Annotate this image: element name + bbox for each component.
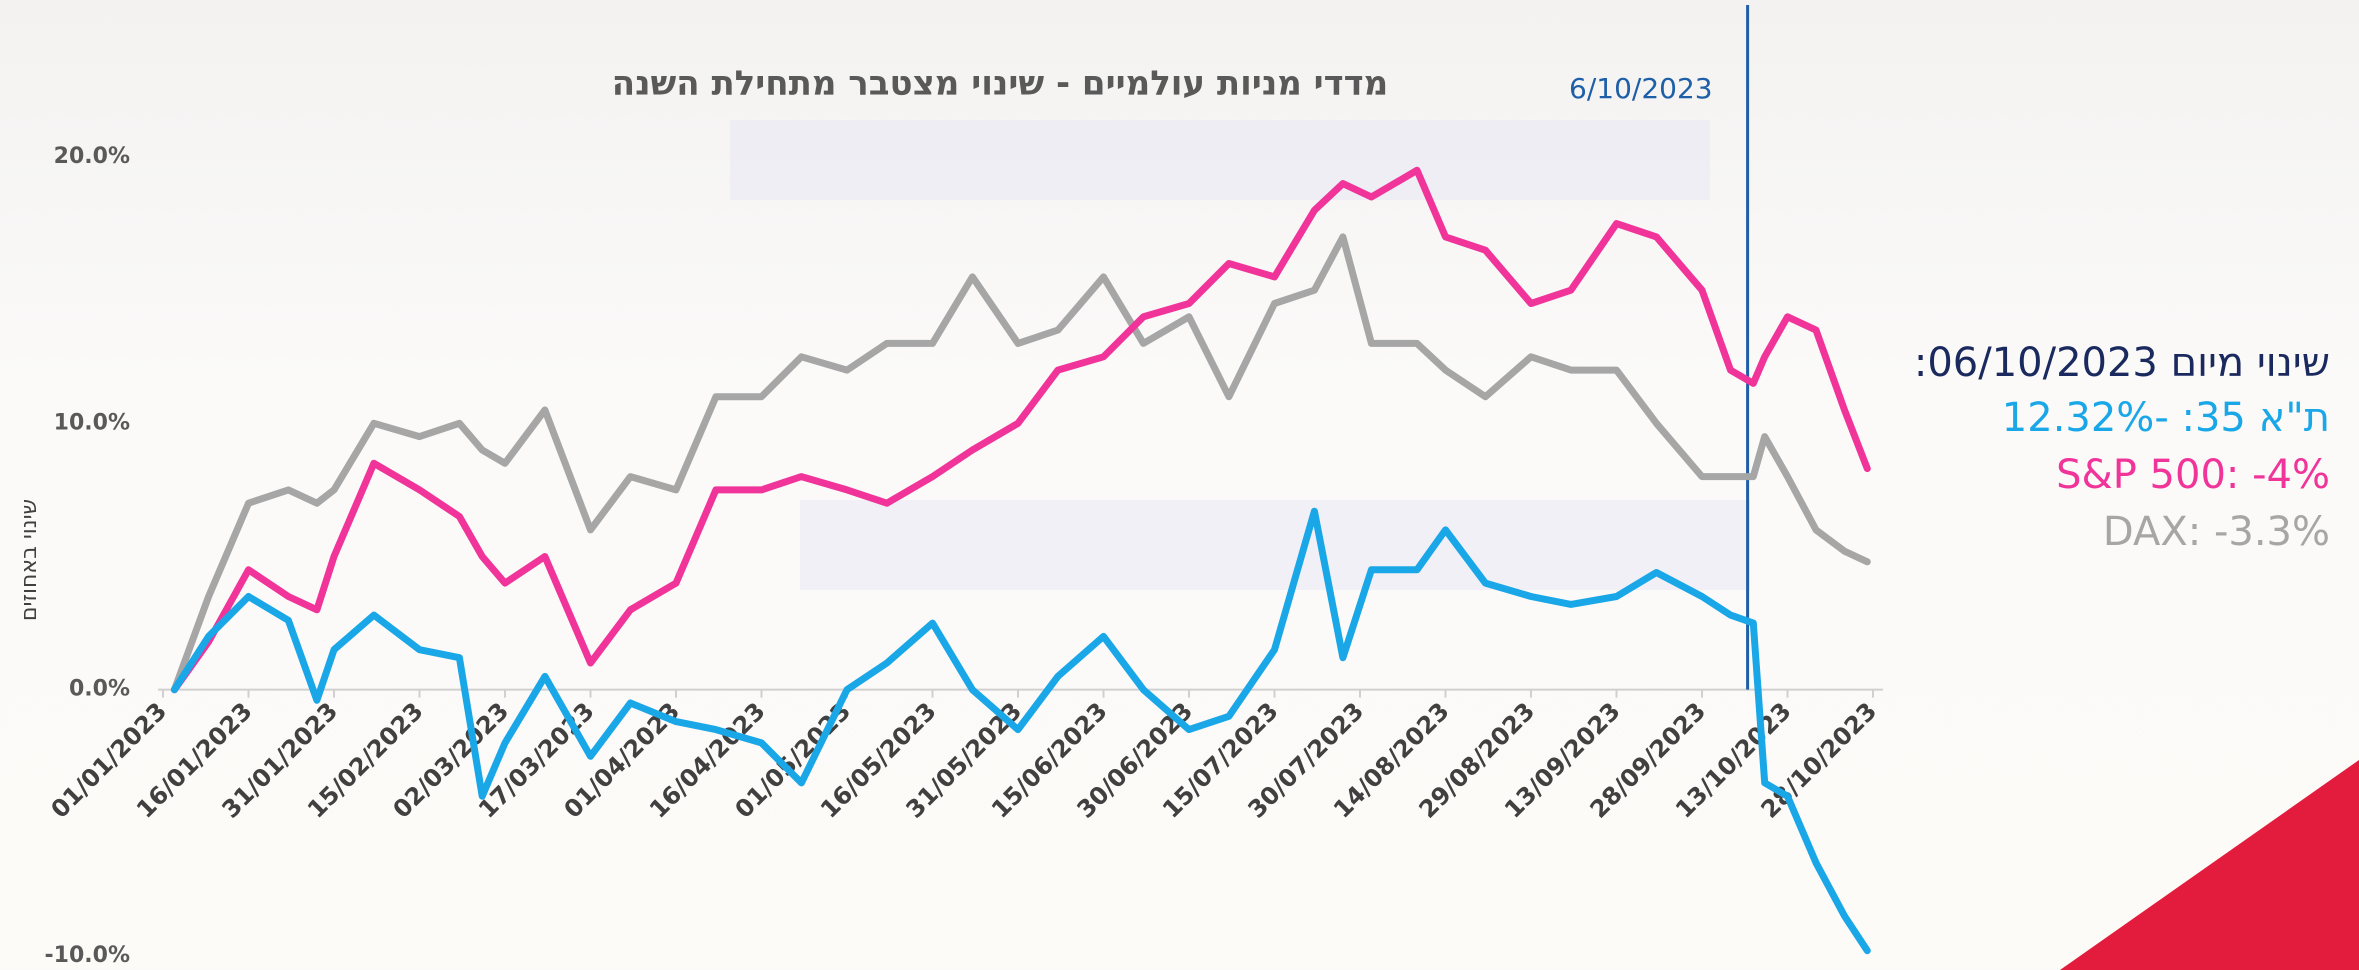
y-tick-label: 20.0% xyxy=(54,144,130,169)
y-tick-label: 0.0% xyxy=(69,677,130,702)
series-line xyxy=(170,507,1871,955)
change-note-title: שינוי מיום 06/10/2023: xyxy=(1914,340,2330,386)
series-line xyxy=(170,166,1871,694)
background-flag-stripe xyxy=(730,120,1710,200)
corner-decoration xyxy=(2060,760,2359,970)
y-tick-label: 10.0% xyxy=(54,410,130,435)
y-tick-label: -10.0% xyxy=(45,943,130,968)
change-note-line: DAX: -3.3% xyxy=(2103,509,2330,555)
background-flag-stripe xyxy=(800,500,1750,590)
y-axis-label: שינוי באחוזים xyxy=(17,499,42,621)
series-line xyxy=(170,233,1871,694)
change-note-line: S&P 500: -4% xyxy=(2056,452,2330,498)
change-note-line: ת"א 35: -12.32% xyxy=(2002,395,2330,441)
annotation-label: 6/10/2023 xyxy=(1569,72,1713,105)
chart-title: מדדי מניות עולמיים - שינוי מצטבר מתחילת … xyxy=(612,64,1389,104)
